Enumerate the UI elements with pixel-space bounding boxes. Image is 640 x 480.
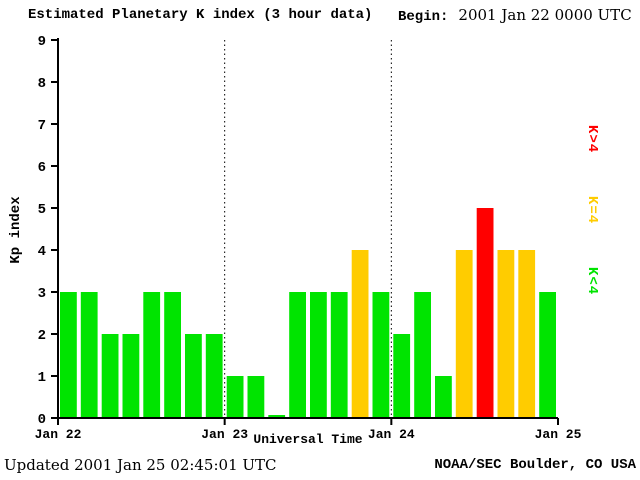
- y-tick-label: 7: [38, 118, 46, 134]
- kp-bar: [185, 334, 202, 418]
- y-tick-label: 6: [38, 160, 46, 176]
- begin-timestamp: Begin: 2001 Jan 22 0000 UTC: [398, 6, 632, 25]
- begin-value: 2001 Jan 22 0000 UTC: [458, 6, 632, 24]
- y-tick-label: 8: [38, 76, 46, 92]
- kp-bar: [80, 292, 98, 418]
- legend-k-below-4: K<4: [584, 267, 600, 296]
- kp-bar: [455, 250, 473, 418]
- kp-bar: [101, 334, 119, 418]
- y-axis-title: Kp index: [8, 196, 24, 264]
- x-tick-label: Jan 25: [535, 427, 582, 442]
- kp-bar: [393, 334, 411, 418]
- kp-bar: [205, 334, 223, 418]
- kp-bar: [435, 376, 452, 418]
- kp-bar: [268, 415, 286, 418]
- y-tick-label: 5: [38, 202, 46, 218]
- kp-bar: [143, 292, 161, 418]
- kp-bar: [414, 292, 431, 418]
- begin-label: Begin:: [398, 9, 449, 25]
- legend-k-equal-4: K=4: [584, 196, 600, 225]
- kp-bar: [539, 292, 556, 418]
- kp-bar: [164, 292, 181, 418]
- kp-bar: [476, 208, 494, 418]
- y-tick-label: 0: [38, 412, 46, 428]
- kp-bar: [497, 250, 515, 418]
- kp-bar: [310, 292, 327, 418]
- kp-bar: [351, 250, 369, 418]
- legend-k-above-4: K>4: [584, 125, 600, 154]
- x-tick-label: Jan 22: [35, 427, 82, 442]
- kp-bar: [122, 334, 140, 418]
- kp-bar: [289, 292, 306, 418]
- kp-bar: [247, 376, 265, 418]
- kp-bar: [226, 376, 244, 418]
- y-tick-label: 3: [38, 286, 46, 302]
- y-tick-label: 1: [38, 370, 46, 386]
- kp-bar: [60, 292, 77, 418]
- updated-timestamp: Updated 2001 Jan 25 02:45:01 UTC: [4, 456, 277, 474]
- kp-bar: [330, 292, 348, 418]
- credit-text: NOAA/SEC Boulder, CO USA: [434, 457, 636, 473]
- y-tick-label: 2: [38, 328, 46, 344]
- chart-title: Estimated Planetary K index (3 hour data…: [28, 7, 373, 23]
- x-tick-label: Jan 23: [201, 427, 248, 442]
- kp-bar: [372, 292, 390, 418]
- x-tick-label: Jan 24: [368, 427, 415, 442]
- x-axis-title: Universal Time: [253, 432, 363, 447]
- y-tick-label: 9: [38, 34, 46, 50]
- kp-bar: [518, 250, 536, 418]
- y-tick-label: 4: [38, 244, 46, 260]
